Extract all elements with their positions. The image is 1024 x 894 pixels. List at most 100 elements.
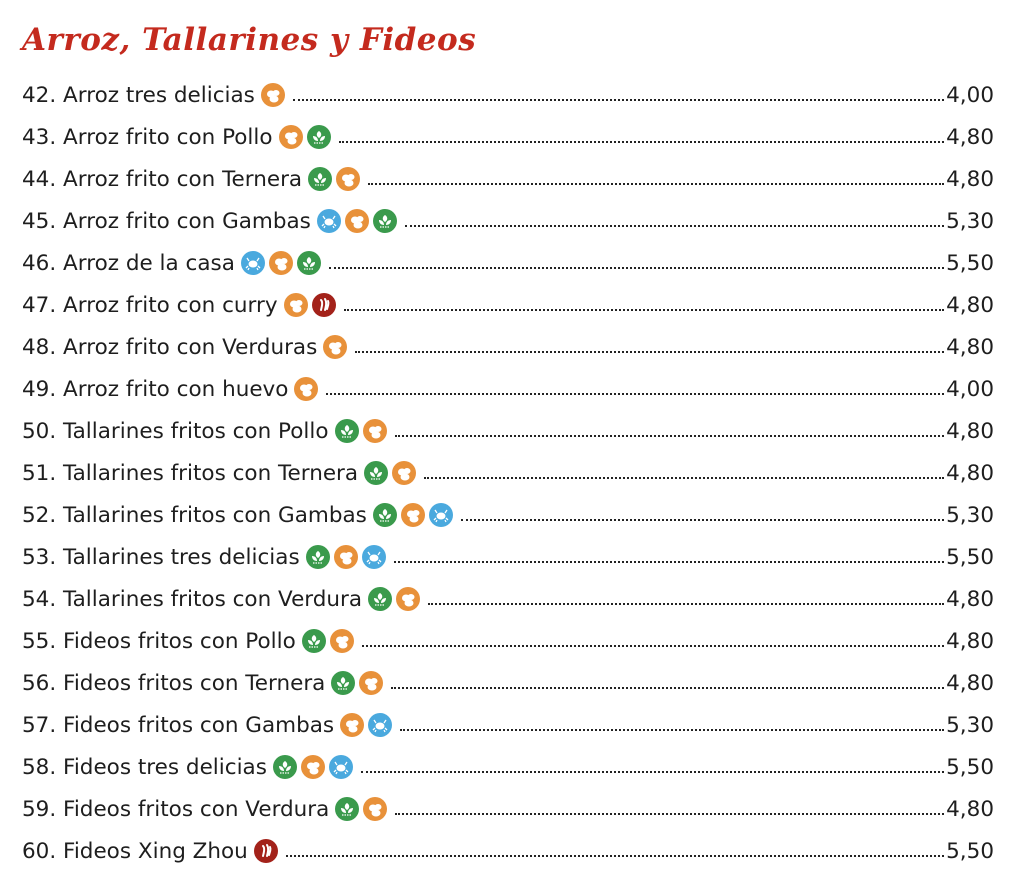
allergen-icons — [305, 545, 386, 569]
menu-item: 46. Arroz de la casa 5,50 — [22, 242, 994, 284]
eggs-icon — [336, 167, 361, 191]
eggs-icon — [260, 83, 285, 107]
crustaceans-icon — [361, 545, 386, 569]
mustard-icon — [253, 839, 278, 863]
menu-item: 54. Tallarines fritos con Verdura 4,80 — [22, 578, 994, 620]
item-name: 48. Arroz frito con Verduras — [22, 334, 318, 360]
item-name: 51. Tallarines fritos con Ternera — [22, 460, 359, 486]
eggs-icon — [294, 377, 319, 401]
item-name: 49. Arroz frito con huevo — [22, 376, 289, 402]
eggs-icon — [396, 587, 421, 611]
soy-icon — [331, 671, 356, 695]
menu-item: 57. Fideos fritos con Gambas 5,30 — [22, 704, 994, 746]
item-price: 5,50 — [946, 544, 994, 570]
allergen-icons — [372, 503, 453, 527]
allergen-icons — [283, 293, 336, 317]
eggs-icon — [362, 419, 387, 443]
item-price: 5,50 — [946, 838, 994, 864]
item-name: 57. Fideos fritos con Gambas — [22, 712, 335, 738]
item-price: 4,80 — [946, 166, 994, 192]
allergen-icons — [294, 377, 319, 401]
allergen-icons — [334, 419, 387, 443]
item-price: 5,50 — [946, 250, 994, 276]
dot-leader — [355, 351, 945, 353]
allergen-icons — [240, 251, 321, 275]
item-price: 5,50 — [946, 754, 994, 780]
soy-icon — [296, 251, 321, 275]
dot-leader — [360, 771, 945, 773]
mustard-icon — [311, 293, 336, 317]
item-name: 60. Fideos Xing Zhou — [22, 838, 248, 864]
menu-item: 42. Arroz tres delicias 4,00 — [22, 74, 994, 116]
menu-item: 49. Arroz frito con huevo 4,00 — [22, 368, 994, 410]
eggs-icon — [283, 293, 308, 317]
eggs-icon — [268, 251, 293, 275]
item-price: 4,80 — [946, 124, 994, 150]
item-price: 5,30 — [946, 208, 994, 234]
eggs-icon — [400, 503, 425, 527]
item-price: 4,80 — [946, 670, 994, 696]
menu-item: 43. Arroz frito con Pollo 4,80 — [22, 116, 994, 158]
item-name: 58. Fideos tres delicias — [22, 754, 267, 780]
crustaceans-icon — [328, 755, 353, 779]
allergen-icons — [316, 209, 397, 233]
item-price: 4,80 — [946, 292, 994, 318]
menu-item: 47. Arroz frito con curry 4,80 — [22, 284, 994, 326]
item-price: 4,00 — [946, 82, 994, 108]
eggs-icon — [363, 797, 388, 821]
dot-leader — [393, 561, 945, 563]
item-name: 50. Tallarines fritos con Pollo — [22, 418, 329, 444]
menu-item: 53. Tallarines tres delicias 5,50 — [22, 536, 994, 578]
dot-leader — [326, 393, 945, 395]
soy-icon — [305, 545, 330, 569]
item-name: 47. Arroz frito con curry — [22, 292, 278, 318]
soy-icon — [364, 461, 389, 485]
menu-item: 59. Fideos fritos con Verdura 4,80 — [22, 788, 994, 830]
allergen-icons — [272, 755, 353, 779]
soy-icon — [335, 797, 360, 821]
eggs-icon — [344, 209, 369, 233]
crustaceans-icon — [428, 503, 453, 527]
eggs-icon — [278, 125, 303, 149]
menu-item: 56. Fideos fritos con Ternera 4,80 — [22, 662, 994, 704]
allergen-icons — [323, 335, 348, 359]
item-price: 4,80 — [946, 796, 994, 822]
eggs-icon — [392, 461, 417, 485]
dot-leader — [328, 267, 945, 269]
menu-item: 51. Tallarines fritos con Ternera 4,80 — [22, 452, 994, 494]
item-name: 44. Arroz frito con Ternera — [22, 166, 303, 192]
item-name: 55. Fideos fritos con Pollo — [22, 628, 296, 654]
soy-icon — [272, 755, 297, 779]
item-name: 53. Tallarines tres delicias — [22, 544, 300, 570]
dot-leader — [424, 477, 945, 479]
dot-leader — [394, 435, 945, 437]
item-price: 4,80 — [946, 586, 994, 612]
menu-item: 44. Arroz frito con Ternera 4,80 — [22, 158, 994, 200]
allergen-icons — [253, 839, 278, 863]
menu-item: 55. Fideos fritos con Pollo 4,80 — [22, 620, 994, 662]
soy-icon — [306, 125, 331, 149]
dot-leader — [395, 813, 945, 815]
menu-item: 60. Fideos Xing Zhou 5,50 — [22, 830, 994, 872]
item-name: 42. Arroz tres delicias — [22, 82, 255, 108]
eggs-icon — [333, 545, 358, 569]
dot-leader — [285, 855, 945, 857]
allergen-icons — [364, 461, 417, 485]
allergen-icons — [335, 797, 388, 821]
item-name: 52. Tallarines fritos con Gambas — [22, 502, 367, 528]
item-price: 4,80 — [946, 418, 994, 444]
soy-icon — [308, 167, 333, 191]
soy-icon — [334, 419, 359, 443]
eggs-icon — [340, 713, 365, 737]
dot-leader — [400, 729, 945, 731]
section-title: Arroz, Tallarines y Fideos — [22, 22, 477, 58]
soy-icon — [372, 209, 397, 233]
allergen-icons — [278, 125, 331, 149]
menu-item: 48. Arroz frito con Verduras 4,80 — [22, 326, 994, 368]
item-price: 4,80 — [946, 460, 994, 486]
menu-list: 42. Arroz tres delicias 4,00 43. Arroz fri… — [22, 74, 994, 872]
menu-item: 52. Tallarines fritos con Gambas 5,30 — [22, 494, 994, 536]
dot-leader — [338, 141, 945, 143]
item-name: 56. Fideos fritos con Ternera — [22, 670, 326, 696]
item-name: 54. Tallarines fritos con Verdura — [22, 586, 363, 612]
